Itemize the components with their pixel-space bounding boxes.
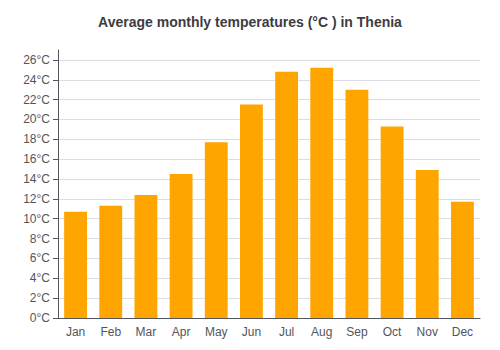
svg-text:2°C: 2°C — [30, 291, 50, 305]
svg-text:4°C: 4°C — [30, 271, 50, 285]
svg-text:Apr: Apr — [172, 325, 191, 339]
svg-text:Oct: Oct — [383, 325, 402, 339]
svg-text:16°C: 16°C — [23, 152, 50, 166]
svg-text:14°C: 14°C — [23, 172, 50, 186]
svg-text:20°C: 20°C — [23, 112, 50, 126]
svg-text:Aug: Aug — [311, 325, 332, 339]
svg-text:6°C: 6°C — [30, 251, 50, 265]
svg-text:Jun: Jun — [242, 325, 261, 339]
svg-text:22°C: 22°C — [23, 93, 50, 107]
svg-text:Feb: Feb — [100, 325, 121, 339]
svg-text:Nov: Nov — [417, 325, 438, 339]
svg-text:Mar: Mar — [136, 325, 157, 339]
svg-text:18°C: 18°C — [23, 132, 50, 146]
svg-text:0°C: 0°C — [30, 311, 50, 325]
svg-text:May: May — [205, 325, 228, 339]
svg-text:Average monthly temperatures (: Average monthly temperatures (°C ) in Th… — [98, 14, 402, 30]
svg-text:26°C: 26°C — [23, 53, 50, 67]
svg-text:Sep: Sep — [346, 325, 368, 339]
svg-text:8°C: 8°C — [30, 232, 50, 246]
svg-text:24°C: 24°C — [23, 73, 50, 87]
svg-text:Jul: Jul — [279, 325, 294, 339]
svg-text:Jan: Jan — [66, 325, 85, 339]
svg-text:Dec: Dec — [452, 325, 473, 339]
svg-text:12°C: 12°C — [23, 192, 50, 206]
svg-text:10°C: 10°C — [23, 212, 50, 226]
